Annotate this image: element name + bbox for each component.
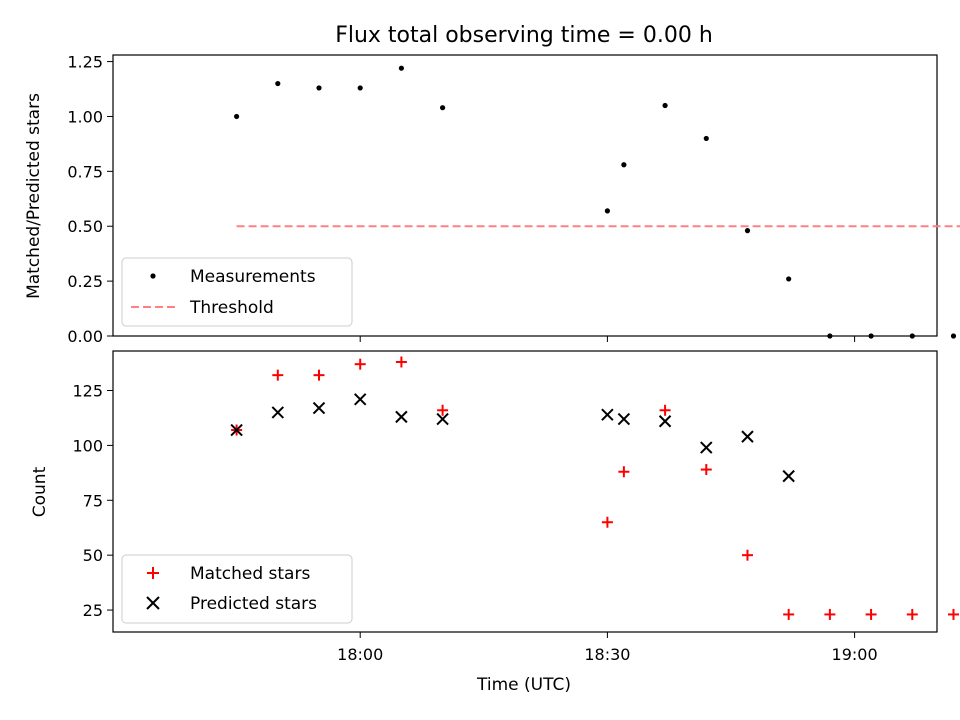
measurement-point: [440, 105, 446, 111]
top-legend-box: [121, 257, 353, 327]
bottom-panel-frame: [112, 350, 938, 633]
matched-star-point: [313, 369, 325, 381]
matched-star-point: [741, 549, 753, 561]
measurement-point: [316, 85, 322, 91]
predicted-star-point: [700, 441, 713, 454]
top-panel-frame: [112, 54, 938, 337]
measurement-point: [604, 208, 611, 214]
bottom-y-tick-label: 125: [72, 382, 103, 401]
measurement-point: [234, 113, 240, 120]
predicted-star-stroke-b: [617, 412, 631, 426]
predicted-star-point: [230, 423, 243, 437]
measurement-point: [357, 85, 363, 91]
predicted-star-point: [741, 430, 754, 443]
bottom-y-tick-label: 75: [83, 491, 103, 510]
matched-star-point: [783, 608, 795, 620]
predicted-star-stroke-b: [230, 423, 243, 437]
measurement-point: [621, 162, 627, 168]
measurement-point: [827, 333, 833, 339]
predicted-star-point: [353, 393, 367, 406]
measurement-point: [868, 333, 874, 339]
top-y-tick-label: 1.25: [67, 53, 103, 72]
bottom-panel: 25507510012518:0018:3019:0019:3020:0020:…: [72, 356, 959, 664]
bottom-y-tick-label: 25: [83, 601, 103, 620]
predicted-star-stroke-b: [658, 415, 672, 428]
matched-star-point: [659, 404, 671, 416]
matched-star-point: [437, 404, 449, 416]
x-axis-label: Time (UTC): [476, 675, 571, 695]
matched-star-point: [824, 608, 836, 620]
measurement-point: [275, 80, 281, 87]
legend-measurements-marker: [150, 273, 156, 279]
predicted-star-stroke-b: [601, 408, 614, 421]
predicted-star-stroke-b: [436, 412, 449, 426]
measurement-point: [703, 135, 709, 142]
legend-matched-marker: [147, 567, 159, 579]
legend-measurements-label: Measurements: [190, 267, 316, 287]
predicted-star-stroke-b: [353, 393, 367, 406]
top-panel: 0.00 0.25 0.50 0.75 1.00 1.25: [67, 53, 960, 346]
predicted-star-point: [658, 415, 672, 428]
bottom-y-tick-label: 50: [83, 546, 103, 565]
measurement-point: [786, 276, 792, 282]
matched-star-point: [354, 358, 366, 370]
top-y-tick-label: 0.75: [67, 162, 103, 181]
predicted-star-point: [617, 412, 631, 426]
measurement-point: [398, 65, 404, 71]
measurement-point: [744, 228, 751, 234]
predicted-star-stroke-b: [395, 410, 408, 424]
measurement-point: [909, 333, 915, 339]
bottom-y-axis-label: Count: [30, 466, 50, 517]
predicted-star-point: [436, 412, 449, 426]
legend-matched-label: Matched stars: [190, 564, 310, 584]
top-y-tick-label: 0.00: [67, 327, 103, 346]
bottom-legend: Matched stars Predicted stars: [121, 554, 353, 624]
predicted-star-stroke-b: [741, 430, 754, 443]
predicted-star-point: [271, 406, 285, 419]
predicted-star-point: [312, 401, 326, 415]
predicted-star-stroke-b: [271, 406, 285, 419]
top-y-tick-label: 0.25: [67, 272, 103, 291]
legend-predicted-label: Predicted stars: [190, 594, 317, 614]
top-legend: Measurements Threshold: [121, 257, 353, 327]
predicted-star-point: [782, 469, 795, 483]
matched-star-point: [395, 356, 407, 368]
measurement-point: [662, 102, 668, 109]
predicted-star-stroke-b: [782, 469, 795, 483]
x-tick-label: 18:30: [584, 645, 630, 664]
bottom-y-tick-label: 100: [72, 436, 103, 455]
predicted-star-stroke-b: [312, 401, 326, 415]
x-tick-label: 18:00: [337, 645, 383, 664]
matched-star-point: [947, 608, 959, 620]
matched-star-point: [700, 464, 712, 476]
predicted-star-point: [601, 408, 614, 421]
matched-star-point: [601, 516, 613, 528]
bottom-legend-box: [121, 554, 353, 624]
top-y-tick-label: 1.00: [67, 107, 103, 126]
predicted-star-stroke-b: [700, 441, 713, 454]
x-tick-label: 19:00: [832, 645, 878, 664]
legend-predicted-marker: [146, 596, 160, 610]
matched-star-point: [906, 608, 918, 620]
top-y-tick-label: 0.50: [67, 217, 103, 236]
legend-threshold-label: Threshold: [189, 298, 274, 318]
matched-star-point: [272, 369, 284, 381]
measurement-point: [950, 333, 957, 339]
predicted-star-point: [395, 410, 408, 424]
top-y-axis-label: Matched/Predicted stars: [24, 93, 44, 299]
matched-star-point: [865, 608, 877, 620]
matched-star-point: [618, 466, 630, 478]
chart-title: Flux total observing time = 0.00 h: [335, 23, 713, 48]
